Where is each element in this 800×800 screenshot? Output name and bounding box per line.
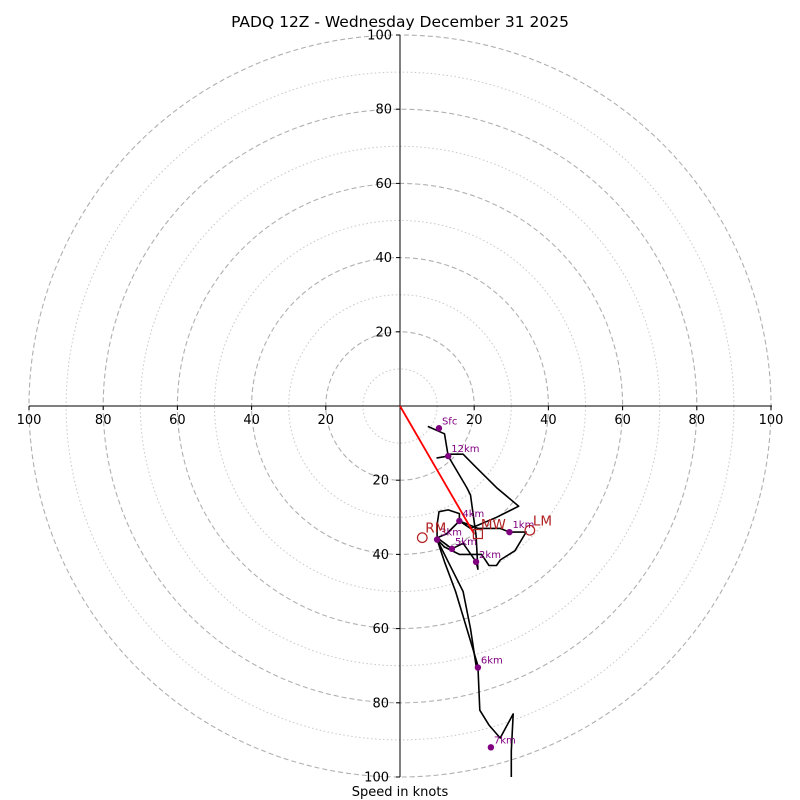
y-tick-label: 40 bbox=[372, 548, 389, 563]
y-tick-label: 60 bbox=[375, 177, 392, 192]
chart-title: PADQ 12Z - Wednesday December 31 2025 bbox=[231, 13, 569, 31]
height-marker-point bbox=[448, 545, 456, 553]
shear-vector-line bbox=[399, 405, 475, 535]
height-marker-point bbox=[456, 517, 463, 525]
height-marker-label: 7km bbox=[494, 735, 516, 746]
height-marker-point bbox=[474, 664, 482, 671]
height-marker-point bbox=[445, 452, 452, 460]
x-tick-label: 60 bbox=[614, 413, 631, 428]
height-marker-label: 1km bbox=[512, 520, 534, 531]
height-marker-label: 12km bbox=[451, 444, 479, 455]
y-axis-ticks: 20 40 60 80 100 20 40 60 80 100 bbox=[364, 29, 400, 786]
storm-motion-label: MW bbox=[481, 517, 506, 533]
y-tick-label: 80 bbox=[372, 696, 389, 711]
hodograph-upper-line bbox=[436, 539, 515, 777]
storm-motion-label: LM bbox=[533, 513, 552, 529]
x-tick-label: 100 bbox=[759, 413, 784, 428]
x-tick-label: 20 bbox=[466, 413, 483, 428]
y-tick-label: 100 bbox=[364, 771, 389, 786]
x-tick-label: 40 bbox=[243, 413, 260, 428]
x-tick-label: 80 bbox=[689, 413, 706, 428]
height-marker-point bbox=[472, 558, 480, 566]
x-axis-label: Speed in knots bbox=[352, 785, 449, 800]
height-marker-label: 6km bbox=[481, 656, 503, 667]
height-marker-point bbox=[506, 528, 513, 536]
height-marker-point bbox=[487, 744, 495, 751]
storm-mean-wind-marker bbox=[472, 528, 484, 540]
hodograph-branch-line bbox=[436, 539, 477, 666]
storm-motion-label: RM bbox=[425, 521, 446, 537]
x-axis-ticks: 100 80 60 40 20 20 40 60 80 100 bbox=[17, 406, 784, 428]
hodograph-line bbox=[427, 425, 527, 571]
height-marker-label: 4km bbox=[462, 509, 484, 520]
y-tick-label: 60 bbox=[372, 622, 389, 637]
height-marker-label: Sfc bbox=[442, 416, 457, 427]
height-marker-point bbox=[435, 425, 443, 432]
height-marker-point bbox=[433, 536, 441, 543]
shear-vector bbox=[399, 405, 475, 535]
x-tick-label: 80 bbox=[95, 413, 112, 428]
y-tick-label: 20 bbox=[375, 325, 392, 340]
y-tick-label: 40 bbox=[375, 251, 392, 266]
x-tick-label: 20 bbox=[318, 413, 335, 428]
storm-motion-marker bbox=[524, 524, 536, 536]
hodograph-trace bbox=[427, 425, 527, 777]
height-marker-label: 5km bbox=[455, 537, 477, 548]
x-tick-label: 100 bbox=[17, 413, 42, 428]
storm-motion-marker bbox=[416, 532, 428, 544]
x-tick-label: 40 bbox=[540, 413, 557, 428]
y-tick-label: 20 bbox=[372, 474, 389, 489]
x-tick-label: 60 bbox=[169, 413, 186, 428]
storm-motion-markers: RM MW LM bbox=[416, 513, 552, 544]
y-tick-label: 100 bbox=[367, 29, 392, 44]
y-tick-label: 80 bbox=[375, 103, 392, 118]
height-marker-label: 2km bbox=[479, 550, 501, 561]
height-marker-label: 3km bbox=[440, 528, 462, 539]
